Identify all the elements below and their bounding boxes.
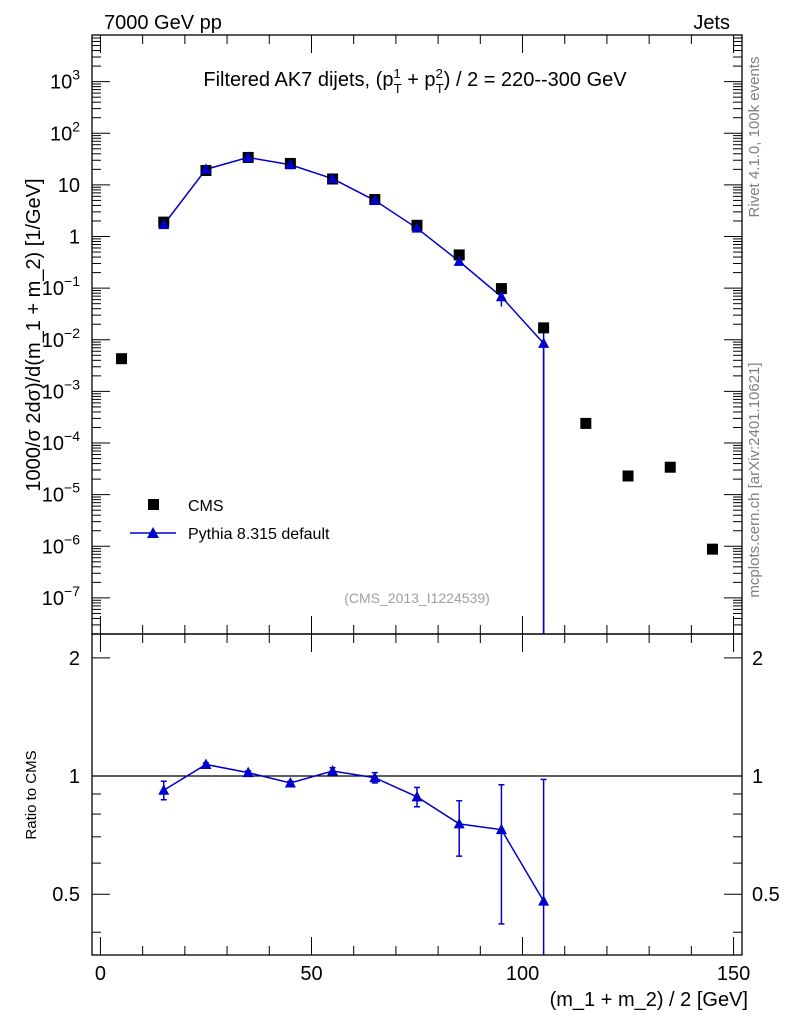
ratio-point xyxy=(284,776,296,788)
pythia-line xyxy=(163,156,545,344)
x-tick-label: 50 xyxy=(300,963,322,985)
main-y-tick-label: 10−2 xyxy=(42,325,80,352)
ratio-point xyxy=(242,766,254,778)
cms-point xyxy=(453,249,465,261)
main-y-tick-base: 10 xyxy=(42,330,64,352)
x-axis-title: (m_1 + m_2) / 2 [GeV] xyxy=(550,989,748,1011)
plot-title: Filtered AK7 dijets, (p1 T + p2 T) / 2 = 2… xyxy=(203,66,627,96)
main-y-tick-base: 1 xyxy=(69,227,80,249)
pythia-point xyxy=(158,218,170,230)
legend-cms-label: CMS xyxy=(188,498,224,515)
pythia-point xyxy=(327,172,339,184)
analysis-id: (CMS_2013_I1224539) xyxy=(344,590,490,606)
main-y-tick-exponent: 3 xyxy=(72,67,80,83)
pythia-point xyxy=(411,222,423,233)
cms-point xyxy=(580,417,592,429)
ratio-y-tick-label: 2 xyxy=(69,648,80,670)
main-frame xyxy=(91,34,743,635)
main-y-tick-label: 10−7 xyxy=(42,583,80,610)
main-y-tick-label: 102 xyxy=(50,118,80,145)
main-y-tick-base: 10 xyxy=(42,536,64,558)
header-right: Jets xyxy=(693,12,730,34)
title-sup2: 2 xyxy=(436,66,443,81)
ratio-point xyxy=(495,823,507,835)
cms-point xyxy=(116,353,128,365)
main-y-tick-exponent: 2 xyxy=(72,118,80,134)
main-y-tick-exponent: −3 xyxy=(64,376,80,392)
main-y-tick-label: 10−1 xyxy=(42,273,80,300)
main-y-tick-base: 10 xyxy=(50,72,72,94)
ratio-point xyxy=(200,758,212,769)
pythia-point xyxy=(538,337,550,348)
ratio-point xyxy=(538,895,550,906)
main-y-tick-exponent: −7 xyxy=(64,583,80,599)
ratio-frame xyxy=(91,633,743,956)
ratio-y-tick-label-right: 0.5 xyxy=(752,884,780,906)
ratio-point xyxy=(453,817,465,829)
pythia-point xyxy=(284,158,296,170)
main-y-tick-exponent: −4 xyxy=(64,428,80,444)
main-y-tick-base: 10 xyxy=(42,278,64,300)
ratio-y-tick-label: 0.5 xyxy=(52,884,80,906)
legend-pythia-marker xyxy=(147,527,159,538)
title-plus: + p xyxy=(402,69,436,91)
legend-pythia-label: Pythia 8.315 default xyxy=(188,526,330,543)
title-sup1: 1 xyxy=(393,66,400,81)
cms-point xyxy=(622,470,634,482)
main-y-tick-label: 1 xyxy=(69,227,80,249)
main-y-tick-label: 10−3 xyxy=(42,376,80,403)
pythia-point xyxy=(242,151,254,162)
main-y-tick-base: 10 xyxy=(58,175,80,197)
x-tick-label: 0 xyxy=(95,963,106,985)
ratio-line xyxy=(163,763,545,902)
cms-point xyxy=(664,461,676,473)
ratio-point xyxy=(327,764,339,776)
title-sub2: T xyxy=(436,81,444,96)
pythia-point xyxy=(453,255,465,266)
x-tick-label: 100 xyxy=(506,963,539,985)
ratio-y-axis-title: Ratio to CMS xyxy=(23,750,40,839)
main-y-tick-label: 10−5 xyxy=(42,480,80,507)
ratio-point xyxy=(369,771,381,783)
ratio-y-tick-label-right: 2 xyxy=(752,648,763,670)
cms-point xyxy=(495,283,507,295)
cms-point xyxy=(706,543,718,555)
main-y-tick-exponent: −2 xyxy=(64,325,80,341)
legend-cms-marker xyxy=(148,499,159,510)
pythia-point xyxy=(200,163,212,174)
main-y-tick-base: 10 xyxy=(50,123,72,145)
ratio-y-tick-label-right: 1 xyxy=(752,766,763,788)
legend: CMS Pythia 8.315 default xyxy=(130,498,330,543)
cms-point xyxy=(538,322,550,334)
ratio-y-tick-label: 1 xyxy=(69,766,80,788)
ratio-panel: 0 50 100 150 0.5 0.5 1 1 2 2 xyxy=(52,35,780,985)
main-y-tick-base: 10 xyxy=(42,433,64,455)
x-tick-label: 150 xyxy=(717,963,750,985)
title-part-main: Filtered AK7 dijets, (p xyxy=(203,69,393,91)
title-tail: ) / 2 = 220--300 GeV xyxy=(444,69,628,91)
pythia-point xyxy=(369,194,381,205)
main-y-tick-base: 10 xyxy=(42,485,64,507)
main-y-tick-label: 10−6 xyxy=(42,531,80,558)
main-y-tick-label: 103 xyxy=(50,67,80,94)
pythia-point xyxy=(495,290,507,302)
ratio-point xyxy=(158,784,170,795)
main-y-tick-base: 10 xyxy=(42,381,64,403)
main-y-tick-label: 10−4 xyxy=(42,428,80,455)
title-sub1: T xyxy=(394,81,402,96)
main-y-tick-exponent: −5 xyxy=(64,480,80,496)
main-y-axis-title: 1000/σ 2dσ)/d(m_1 + m_2) [1/GeV] xyxy=(23,178,45,491)
main-y-tick-base: 10 xyxy=(42,588,64,610)
ratio-point xyxy=(411,790,423,802)
mcplots-label: mcplots.cern.ch [arXiv:2401.10621] xyxy=(746,362,763,597)
header-left: 7000 GeV pp xyxy=(104,12,222,34)
main-y-tick-exponent: −6 xyxy=(64,531,80,547)
main-y-tick-exponent: −1 xyxy=(64,273,80,289)
rivet-label: Rivet 4.1.0, 100k events xyxy=(746,57,763,218)
main-y-tick-label: 10 xyxy=(58,175,80,197)
